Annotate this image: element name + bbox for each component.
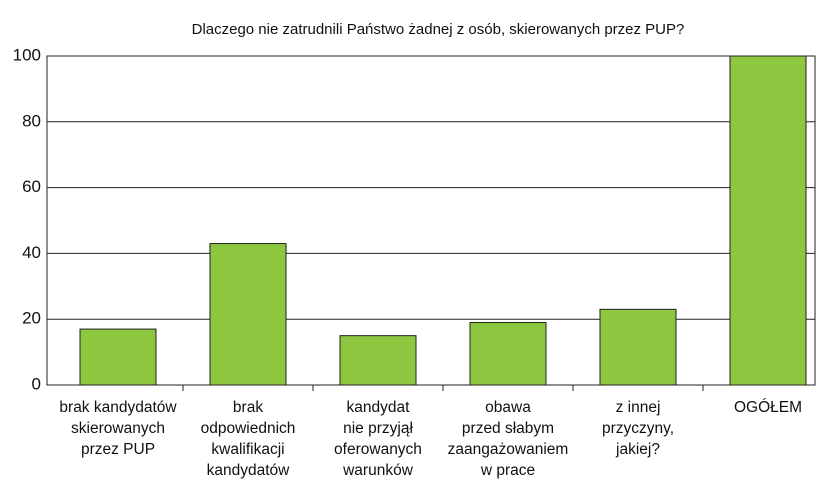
x-tick-label: oferowanych xyxy=(334,441,422,458)
x-tick-label: z innej xyxy=(616,399,661,416)
y-tick-label: 20 xyxy=(22,309,41,328)
x-tick-label: jakiej? xyxy=(615,441,660,458)
x-tick-label: brak kandydatów xyxy=(59,399,177,416)
y-tick-label: 0 xyxy=(32,374,41,393)
x-tick-label: przez PUP xyxy=(81,441,155,458)
x-tick-label: skierowanych xyxy=(71,420,165,437)
x-tick-label: kandydat xyxy=(347,399,411,416)
bar xyxy=(79,328,157,386)
y-tick-label: 100 xyxy=(13,45,41,64)
x-tick-label: przyczyny, xyxy=(602,420,674,437)
bar xyxy=(729,55,807,386)
x-tick-label: warunków xyxy=(342,462,414,479)
bar xyxy=(209,243,287,386)
x-tick-label: nie przyjął xyxy=(343,420,413,437)
x-tick-label: przed słabym xyxy=(462,420,554,437)
x-tick-label: kwalifikacji xyxy=(211,441,284,458)
bar xyxy=(599,308,677,386)
x-tick-label: OGÓŁEM xyxy=(734,399,802,416)
x-tick-label: zaangażowaniem xyxy=(448,441,569,458)
chart-title: Dlaczego nie zatrudnili Państwo żadnej z… xyxy=(192,21,685,38)
x-tick-label: w prace xyxy=(480,462,535,479)
y-tick-label: 40 xyxy=(22,243,41,262)
y-tick-label: 80 xyxy=(22,111,41,130)
plot-frame xyxy=(46,55,816,386)
bar xyxy=(469,321,547,386)
x-tick-label: kandydatów xyxy=(207,462,291,479)
y-tick-label: 60 xyxy=(22,177,41,196)
x-tick-label: brak xyxy=(233,399,263,416)
x-tick-label: obawa xyxy=(485,399,531,416)
x-tick-label: odpowiednich xyxy=(201,420,296,437)
bar xyxy=(339,335,417,386)
